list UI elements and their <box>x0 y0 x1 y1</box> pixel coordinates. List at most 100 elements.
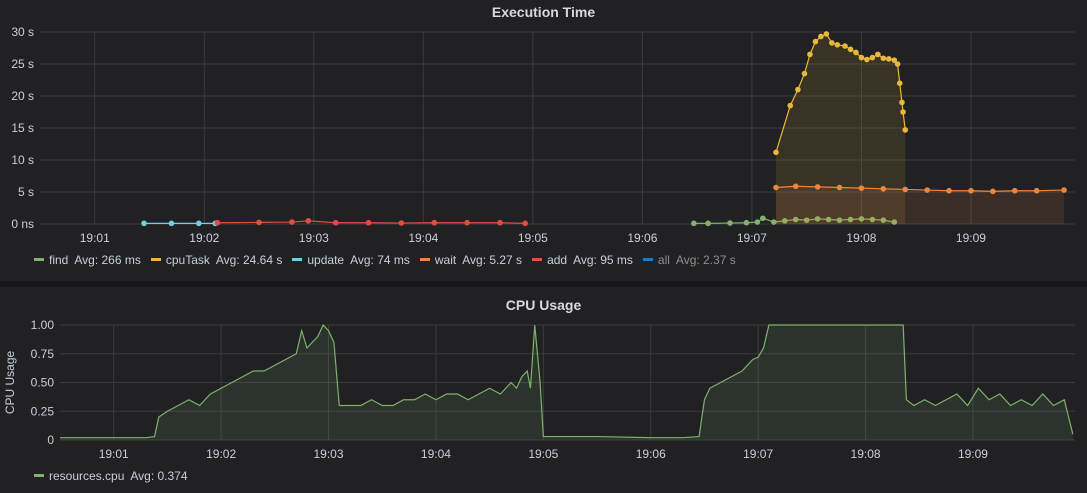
data-point[interactable] <box>801 70 808 77</box>
data-point[interactable] <box>771 219 777 225</box>
series-resources-cpu[interactable] <box>60 323 1074 440</box>
data-point[interactable] <box>891 219 898 225</box>
data-point[interactable] <box>773 149 779 156</box>
data-point[interactable] <box>894 61 901 67</box>
series-wait[interactable] <box>773 183 1067 224</box>
data-point[interactable] <box>792 216 799 223</box>
data-point[interactable] <box>1061 187 1067 193</box>
data-point[interactable] <box>880 55 887 62</box>
data-point[interactable] <box>875 51 881 58</box>
data-point[interactable] <box>305 218 312 224</box>
data-point[interactable] <box>990 188 996 195</box>
data-point[interactable] <box>968 187 974 194</box>
data-point[interactable] <box>829 40 835 46</box>
execution-time-plot[interactable]: 0 ns 5 s 10 s 15 s 20 s 25 s 30 s 19:01 19:02 19:… <box>0 22 1087 247</box>
data-point[interactable] <box>760 215 766 222</box>
data-point[interactable] <box>522 220 528 227</box>
data-point[interactable] <box>497 219 503 226</box>
data-point[interactable] <box>431 219 438 226</box>
data-point[interactable] <box>842 43 848 49</box>
chart-title-execution-time[interactable]: Execution Time <box>491 4 596 20</box>
data-point[interactable] <box>168 220 175 227</box>
data-point[interactable] <box>705 220 711 227</box>
legend-item-cpuTask[interactable]: cpuTask Avg: 24.64 s <box>150 253 283 267</box>
x-tick-label: 19:04 <box>408 231 438 245</box>
series-area <box>60 325 1073 440</box>
data-point[interactable] <box>886 56 892 62</box>
legend-swatch <box>34 474 44 478</box>
data-point[interactable] <box>823 31 830 37</box>
data-point[interactable] <box>880 186 887 192</box>
data-point[interactable] <box>464 219 470 226</box>
series-find[interactable] <box>691 215 898 227</box>
data-point[interactable] <box>691 220 697 227</box>
data-point[interactable] <box>214 219 221 226</box>
data-point[interactable] <box>814 184 821 190</box>
data-point[interactable] <box>812 38 819 45</box>
y-tick-label: 0 ns <box>11 217 34 231</box>
data-point[interactable] <box>847 46 854 53</box>
legend-item-all[interactable]: all Avg: 2.37 s <box>642 253 736 267</box>
data-point[interactable] <box>727 220 733 226</box>
legend-item-add[interactable]: add Avg: 95 ms <box>532 253 633 267</box>
legend-series-avg: Avg: 24.64 s <box>215 253 283 267</box>
data-point[interactable] <box>256 219 262 226</box>
data-point[interactable] <box>899 99 905 106</box>
legend-item-find[interactable]: find Avg: 266 ms <box>34 253 141 267</box>
data-point[interactable] <box>902 186 909 193</box>
series-update[interactable] <box>141 220 219 227</box>
data-point[interactable] <box>332 219 339 226</box>
data-point[interactable] <box>902 127 909 133</box>
data-point[interactable] <box>864 56 870 63</box>
data-point[interactable] <box>869 216 876 223</box>
data-point[interactable] <box>289 219 295 225</box>
data-point[interactable] <box>896 80 903 86</box>
data-point[interactable] <box>825 216 832 223</box>
data-point[interactable] <box>1011 187 1018 194</box>
legend-series-name: all <box>657 253 670 267</box>
data-point[interactable] <box>781 218 788 224</box>
data-point[interactable] <box>141 220 147 227</box>
data-point[interactable] <box>869 54 876 61</box>
data-point[interactable] <box>792 183 799 190</box>
data-point[interactable] <box>795 86 801 93</box>
legend-item-resources-cpu[interactable]: resources.cpu Avg: 0.374 <box>34 469 188 483</box>
data-point[interactable] <box>773 184 779 191</box>
data-point[interactable] <box>787 102 794 109</box>
legend-series-name: update <box>307 253 345 267</box>
data-point[interactable] <box>900 109 906 115</box>
legend-item-update[interactable]: update Avg: 74 ms <box>292 253 410 267</box>
data-point[interactable] <box>803 217 810 223</box>
cpu-usage-plot[interactable]: 0 0.25 0.50 0.75 1.00 19:01 19:02 19:03 19:04 19:… <box>0 317 1087 467</box>
data-point[interactable] <box>814 216 821 222</box>
data-point[interactable] <box>365 219 372 226</box>
data-point[interactable] <box>1033 187 1040 194</box>
data-point[interactable] <box>891 57 898 63</box>
data-point[interactable] <box>743 219 750 226</box>
x-tick-label: 19:09 <box>956 231 986 245</box>
cpu-usage-panel: CPU Usage 0 0.25 0.50 0.75 1.00 19:01 19:02 19:… <box>0 287 1087 493</box>
data-point[interactable] <box>858 54 865 61</box>
series-add[interactable] <box>214 218 528 227</box>
data-point[interactable] <box>858 185 865 191</box>
x-tick-label: 19:07 <box>743 447 773 461</box>
data-point[interactable] <box>880 217 887 223</box>
data-point[interactable] <box>834 42 841 48</box>
x-tick-label: 19:05 <box>518 231 548 245</box>
data-point[interactable] <box>836 184 843 191</box>
data-point[interactable] <box>847 216 854 223</box>
x-tick-label: 19:02 <box>189 231 219 245</box>
series-cpuTask[interactable] <box>773 31 909 224</box>
data-point[interactable] <box>807 51 813 58</box>
data-point[interactable] <box>924 187 930 193</box>
data-point[interactable] <box>398 220 405 226</box>
data-point[interactable] <box>858 216 865 222</box>
legend-item-wait[interactable]: wait Avg: 5.27 s <box>419 253 522 267</box>
data-point[interactable] <box>196 220 202 227</box>
data-point[interactable] <box>853 49 859 56</box>
data-point[interactable] <box>818 33 824 40</box>
data-point[interactable] <box>946 187 952 194</box>
chart-title-cpu-usage[interactable]: CPU Usage <box>505 297 582 313</box>
data-point[interactable] <box>836 217 843 223</box>
data-point[interactable] <box>754 219 761 225</box>
